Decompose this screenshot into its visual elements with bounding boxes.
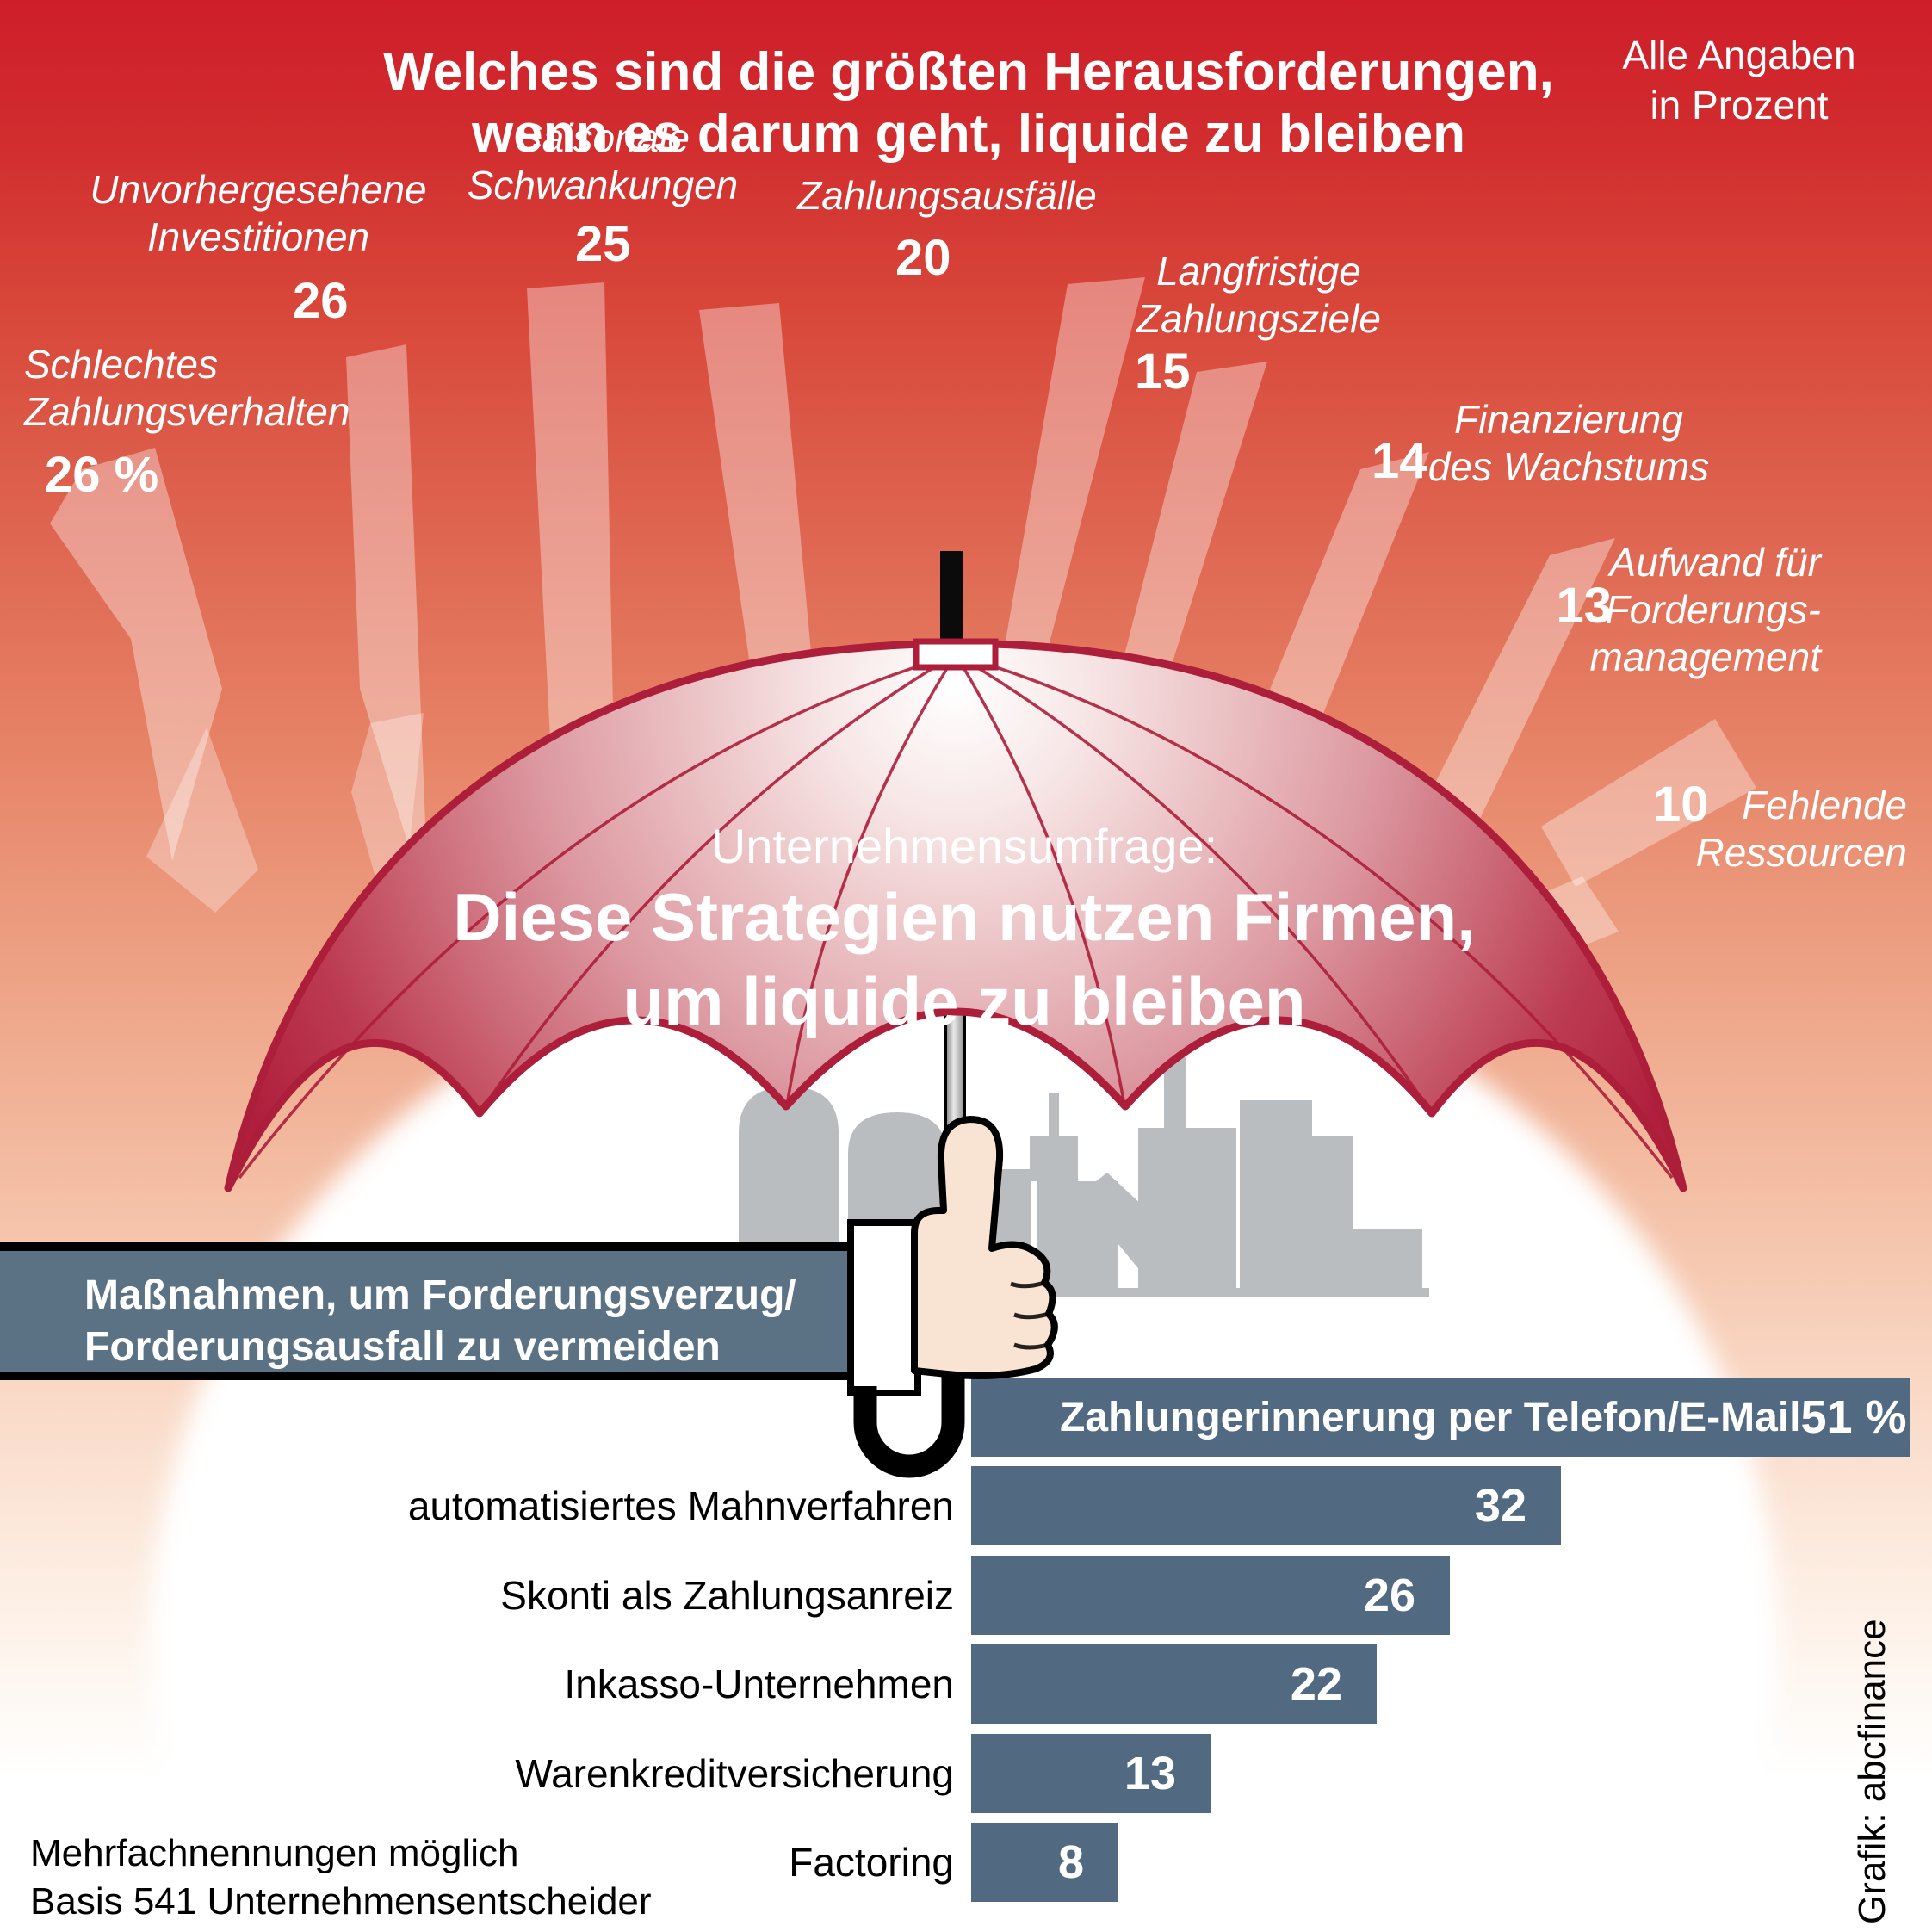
footnote-multiple-answers: Mehrfachnennungen möglich <box>30 1832 519 1874</box>
challenge-value: 14 <box>1372 433 1427 489</box>
challenge-value: 15 <box>1135 344 1191 399</box>
bar-value: 8 <box>1057 1836 1084 1888</box>
challenge-line: Ressourcen <box>1695 830 1907 876</box>
challenge-line: management <box>1589 635 1822 680</box>
lightning-bolt-icon <box>1541 719 1756 887</box>
lightning-bolt-icon <box>1104 362 1267 749</box>
challenge-value: 13 <box>1556 578 1612 634</box>
challenge-line: Forderungs- <box>1605 587 1821 633</box>
measures-header-line-1: Maßnahmen, um Forderungsverzug/ <box>84 1273 796 1318</box>
graphic-credit: Grafik: abcfinance <box>1851 1619 1893 1924</box>
umbrella <box>224 551 1687 1192</box>
title-line-1: Welches sind die größten Herausforderung… <box>383 42 1554 102</box>
bar-inkasso: 22 <box>971 1644 1377 1724</box>
challenge-label: Aufwand für Forderungs- management <box>1576 539 1822 682</box>
challenge-label: Zahlungsausfälle <box>797 173 1097 218</box>
units-note-line-2: in Prozent <box>1650 82 1829 127</box>
bar-warenkredit: 13 <box>971 1734 1211 1813</box>
challenge-line: Schwankungen <box>467 163 739 208</box>
challenge-value: 26 <box>293 273 349 329</box>
lightning-bolt-icon <box>1407 538 1615 852</box>
umbrella-ribs <box>238 653 1674 1180</box>
challenge-label: Finanzierung des Wachstums <box>1418 396 1719 491</box>
challenge-line: Investitionen <box>146 214 370 260</box>
umbrella-canopy <box>224 639 1687 1192</box>
challenge-value: 20 <box>895 230 951 286</box>
units-note: Alle Angaben in Prozent <box>1550 31 1929 130</box>
page-title: Welches sind die größten Herausforderung… <box>366 41 1571 165</box>
lightning-bolt-icon <box>351 713 424 956</box>
bar-label: Zahlungerinnerung per Telefon/E-Mail <box>1060 1394 1801 1440</box>
footnote-sample-size: Basis 541 Unternehmensentscheider <box>30 1880 652 1923</box>
challenge-line: des Wachstums <box>1427 444 1710 490</box>
challenge-label: Unvorhergesehene Investitionen <box>52 166 465 261</box>
bar-label-factoring: Factoring <box>789 1840 954 1885</box>
lightning-bolt-icon <box>346 344 429 911</box>
umbrella-kicker: Unternehmensumfrage: <box>710 819 1218 873</box>
units-note-line-1: Alle Angaben <box>1622 33 1856 77</box>
lightning-bolt-icon <box>999 277 1145 689</box>
bar-value: 13 <box>1124 1748 1176 1799</box>
challenge-line: Saisonale <box>515 115 690 160</box>
umbrella-collar <box>913 638 999 671</box>
bar-label-mahnverfahren: automatisiertes Mahnverfahren <box>407 1483 954 1528</box>
umbrella-headline-2: um liquide zu bleiben <box>622 963 1306 1039</box>
challenge-line: Zahlungsverhalten <box>24 389 350 435</box>
challenge-line: Fehlende <box>1742 783 1907 827</box>
challenge-line: Schlechtes <box>24 342 219 387</box>
bar-value: 32 <box>1474 1480 1526 1532</box>
challenge-line: Zahlungsziele <box>1136 296 1381 342</box>
challenge-value: 25 <box>575 216 631 272</box>
challenge-value: 26 % <box>45 447 159 503</box>
challenge-line: Aufwand für <box>1609 540 1821 585</box>
challenge-line: Finanzierung <box>1454 397 1683 442</box>
bar-factoring: 8 <box>971 1823 1118 1902</box>
challenge-value: 10 <box>1653 777 1709 833</box>
bar-value: 26 <box>1363 1570 1415 1621</box>
challenge-label: Saisonale Schwankungen <box>413 115 792 209</box>
lightning-bolt-icon <box>50 448 222 861</box>
bar-mahnverfahren: 32 <box>971 1466 1561 1545</box>
challenge-label: Langfristige Zahlungsziele <box>1099 248 1418 343</box>
bar-value: 51 % <box>1800 1391 1907 1443</box>
lightning-bolt-icon <box>146 728 258 913</box>
umbrella-headline-1: Diese Strategien nutzen Firmen, <box>453 879 1476 955</box>
challenge-label: Fehlende Ressourcen <box>1683 782 1907 876</box>
challenge-line: Langfristige <box>1156 249 1361 294</box>
bar-label-skonti: Skonti als Zahlungsanreiz <box>500 1573 954 1618</box>
challenge-line: Unvorhergesehene <box>90 167 427 212</box>
measures-header-box: Maßnahmen, um Forderungsverzug/ Forderun… <box>0 1242 870 1380</box>
bar-value: 22 <box>1290 1658 1342 1710</box>
bar-label-warenkredit: Warenkreditversicherung <box>515 1751 954 1796</box>
bar-label-inkasso: Inkasso-Unternehmen <box>564 1662 954 1706</box>
challenge-label: Schlechtes Zahlungsverhalten <box>24 341 472 436</box>
umbrella-ferrule <box>940 551 963 647</box>
bar-skonti: 26 <box>971 1556 1450 1635</box>
measures-header-line-2: Forderungsausfall zu vermeiden <box>84 1324 721 1370</box>
title-line-2: wenn es darum geht, liquide zu bleiben <box>471 103 1466 164</box>
bar-zahlungserinnerung: Zahlungerinnerung per Telefon/E-Mail 51 … <box>971 1378 1910 1457</box>
